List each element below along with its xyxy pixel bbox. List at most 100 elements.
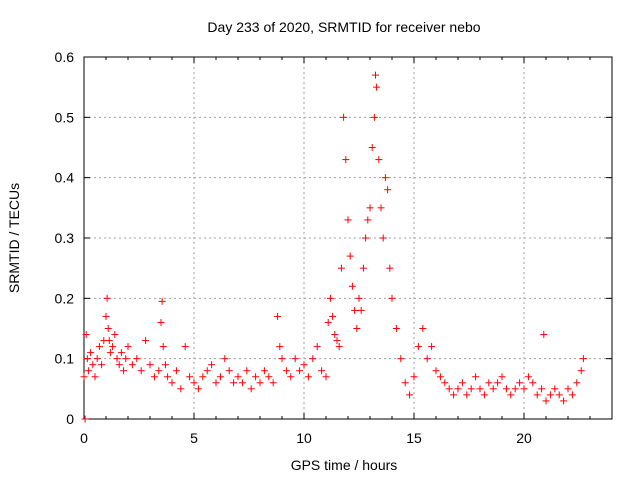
data-point <box>428 343 436 351</box>
data-point <box>157 318 165 326</box>
data-point <box>381 174 389 182</box>
data-point <box>181 343 189 351</box>
data-point <box>225 367 233 375</box>
y-tick-label: 0.6 <box>55 49 75 65</box>
data-point <box>480 391 488 399</box>
y-axis-label: SRMTID / TECUs <box>6 183 22 293</box>
data-point <box>276 343 284 351</box>
data-point <box>340 113 348 121</box>
data-point <box>577 367 585 375</box>
data-point <box>164 373 172 381</box>
data-point <box>252 373 260 381</box>
data-point <box>458 379 466 387</box>
data-point <box>98 361 106 369</box>
data-point <box>573 379 581 387</box>
data-point <box>324 318 332 326</box>
data-point <box>392 325 400 332</box>
data-point <box>372 71 379 79</box>
data-point <box>359 264 367 272</box>
data-point <box>348 282 356 290</box>
data-point <box>120 367 128 375</box>
data-point <box>375 156 383 164</box>
data-point <box>212 379 220 387</box>
data-point <box>159 343 167 351</box>
grid-layer <box>84 57 612 419</box>
data-point <box>445 385 453 393</box>
data-point <box>282 367 290 375</box>
data-point <box>384 186 392 194</box>
data-point <box>351 306 359 314</box>
data-point <box>146 361 154 369</box>
data-point <box>168 379 176 387</box>
data-point <box>95 343 103 351</box>
data-point <box>568 391 576 399</box>
data-point <box>551 385 559 393</box>
data-point <box>216 373 224 381</box>
data-point <box>313 343 321 351</box>
data-point <box>346 252 354 260</box>
data-point <box>485 379 493 387</box>
data-point <box>106 349 114 357</box>
data-point <box>113 355 121 363</box>
data-point <box>177 385 185 393</box>
data-point <box>344 216 352 224</box>
axis-ticks: 0 0.1 0.2 0.3 0.4 0.5 0.6 0 5 10 15 20 <box>55 49 612 446</box>
data-point <box>560 397 568 405</box>
data-point <box>230 379 238 387</box>
data-point <box>342 156 350 164</box>
data-point <box>423 355 431 363</box>
data-points <box>80 71 587 423</box>
data-point <box>454 385 462 393</box>
x-tick-label: 20 <box>516 430 532 446</box>
data-point <box>337 264 345 272</box>
data-point <box>467 385 475 393</box>
data-point <box>221 355 229 363</box>
data-point <box>516 379 524 387</box>
data-point <box>370 113 378 121</box>
data-point <box>115 361 123 369</box>
data-point <box>124 343 132 351</box>
data-point <box>401 379 409 387</box>
data-point <box>105 337 113 345</box>
data-point <box>386 264 394 272</box>
data-point <box>507 391 515 399</box>
data-point <box>366 204 374 212</box>
data-point <box>269 379 277 387</box>
data-point <box>388 294 396 302</box>
data-point <box>472 373 480 381</box>
data-point <box>524 373 532 381</box>
data-point <box>238 379 246 387</box>
data-point <box>172 367 180 375</box>
data-point <box>318 367 326 375</box>
y-tick-label: 0 <box>66 411 74 427</box>
data-point <box>190 379 198 387</box>
data-point <box>247 385 255 393</box>
data-point <box>357 306 365 314</box>
data-point <box>379 234 387 242</box>
data-point <box>103 294 111 302</box>
data-point <box>397 355 405 363</box>
x-tick-label: 5 <box>190 430 198 446</box>
data-point <box>476 385 484 393</box>
y-tick-label: 0.4 <box>55 170 75 186</box>
data-point <box>368 144 376 151</box>
data-point <box>186 373 194 381</box>
data-point <box>555 391 563 399</box>
data-point <box>128 361 136 369</box>
data-point <box>322 373 330 381</box>
data-point <box>84 367 92 375</box>
data-point <box>142 337 150 345</box>
data-point <box>104 325 112 332</box>
data-point <box>542 397 550 405</box>
data-point <box>208 361 216 369</box>
data-point <box>546 391 554 399</box>
data-point <box>265 373 273 381</box>
data-point <box>158 297 166 305</box>
data-point <box>494 379 502 387</box>
data-point <box>529 379 537 387</box>
y-tick-label: 0.1 <box>55 351 75 367</box>
data-point <box>83 355 91 363</box>
data-point <box>333 337 341 345</box>
data-point <box>489 385 497 393</box>
